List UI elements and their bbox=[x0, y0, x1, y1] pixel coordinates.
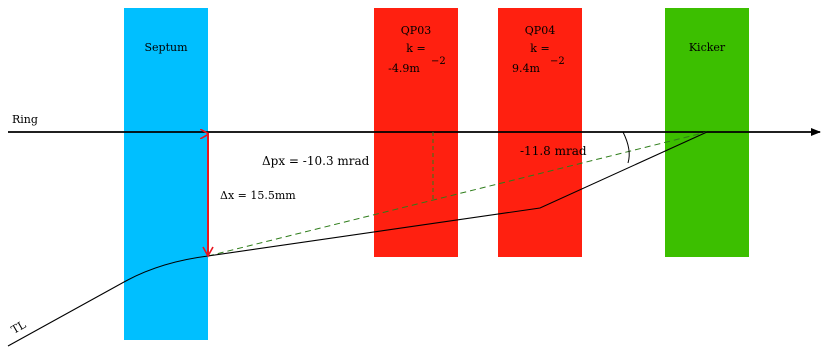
septum-label: Septum bbox=[144, 41, 188, 54]
kicker-angle-label: -11.8 mrad bbox=[520, 144, 587, 158]
kicker-label: Kicker bbox=[689, 41, 726, 54]
qp03-k-exponent: −2 bbox=[431, 56, 446, 67]
delta-px-reference-line bbox=[207, 131, 708, 257]
qp03-k-label: k = bbox=[406, 42, 425, 55]
tl-label: TL bbox=[9, 318, 29, 337]
septum-magnet bbox=[124, 8, 208, 340]
qp03-name: QP03 bbox=[401, 24, 431, 37]
ring-label: Ring bbox=[12, 113, 38, 126]
qp04-name: QP04 bbox=[525, 24, 555, 37]
delta-x-label: Δx = 15.5mm bbox=[220, 189, 296, 202]
qp04-k-value: 9.4m bbox=[512, 62, 540, 75]
qp04-k-exponent: −2 bbox=[550, 56, 565, 67]
delta-x-arrow-bottom-head bbox=[202, 246, 214, 258]
kicker-angle-arc bbox=[622, 131, 630, 164]
delta-px-label: Δpx = -10.3 mrad bbox=[262, 154, 370, 168]
qp03-k-value: -4.9m bbox=[388, 62, 420, 75]
qp04-k-label: k = bbox=[530, 42, 549, 55]
